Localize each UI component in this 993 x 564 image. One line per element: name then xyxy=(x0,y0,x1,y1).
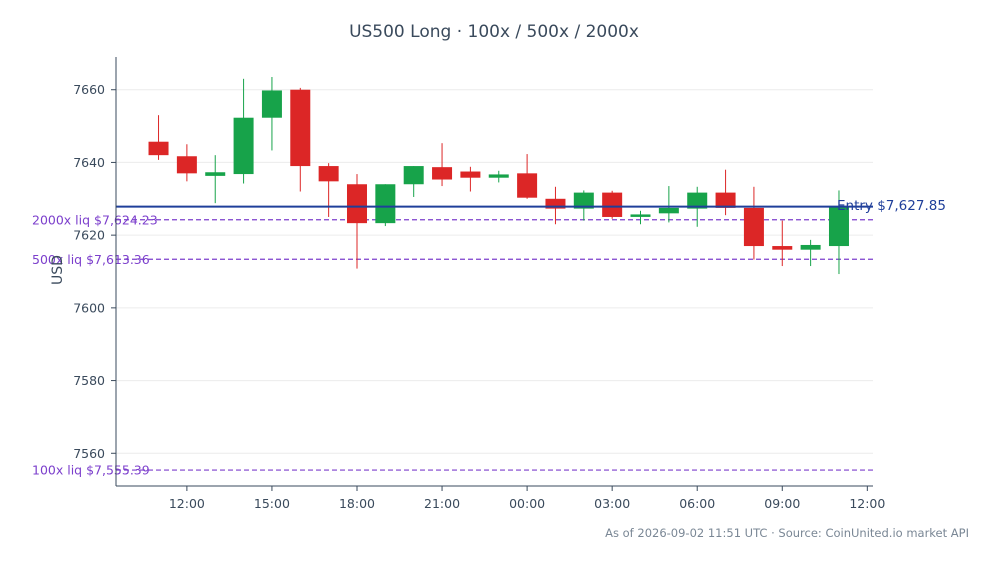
liquidation-label: 2000x liq $7,624.23 xyxy=(32,212,158,227)
footer-source: As of 2026-09-02 11:51 UTC · Source: Coi… xyxy=(605,526,969,540)
x-tick-label: 18:00 xyxy=(339,496,375,511)
entry-line-group: Entry $7,627.85 xyxy=(116,198,946,214)
x-tick-label: 21:00 xyxy=(424,496,460,511)
y-tick-label: 7560 xyxy=(73,446,105,461)
candle-body-down xyxy=(517,173,538,198)
y-tick-label: 7660 xyxy=(73,82,105,97)
x-tick-label: 12:00 xyxy=(849,496,885,511)
candle-body-up xyxy=(205,172,226,176)
candle-body-up xyxy=(403,166,424,185)
x-tick-label: 12:00 xyxy=(169,496,205,511)
candle-body-up xyxy=(488,174,509,178)
liquidation-label: 100x liq $7,555.39 xyxy=(32,463,150,478)
candle-body-down xyxy=(743,207,764,247)
candle-body-down xyxy=(176,156,197,174)
candle-body-up xyxy=(375,184,396,224)
candle-body-down xyxy=(346,184,367,224)
y-axis-label: USD xyxy=(50,255,66,285)
candle-body-up xyxy=(630,214,651,217)
candle-body-up xyxy=(233,117,254,175)
candle-body-down xyxy=(318,166,339,182)
candle-body-down xyxy=(148,141,169,156)
candle-body-down xyxy=(772,246,793,250)
x-ticks: 12:00 15:00 18:00 21:00 00:00 03:00 06:00 09:00… xyxy=(169,486,885,511)
y-ticks: 7560 7580 7600 7620 7640 7660 xyxy=(73,82,116,461)
candle-body-down xyxy=(602,192,623,217)
candle-body-up xyxy=(261,90,282,118)
candle-body-down xyxy=(545,198,566,209)
axes xyxy=(115,57,873,487)
x-tick-label: 09:00 xyxy=(764,496,800,511)
y-tick-label: 7620 xyxy=(73,228,105,243)
candle-body-down xyxy=(715,192,736,208)
candle-body-up xyxy=(800,244,821,250)
candle-body-up xyxy=(658,207,679,214)
candle-body-down xyxy=(290,89,311,167)
candle-body-up xyxy=(828,206,849,247)
liquidation-label: 500x liq $7,613.36 xyxy=(32,252,150,267)
chart-title: US500 Long · 100x / 500x / 2000x xyxy=(349,22,639,42)
liquidation-lines: 2000x liq $7,624.23 500x liq $7,613.36 100… xyxy=(32,212,873,478)
grid-lines xyxy=(116,89,873,454)
x-tick-label: 15:00 xyxy=(254,496,290,511)
candle-body-down xyxy=(432,167,453,180)
x-tick-label: 06:00 xyxy=(679,496,715,511)
candle-body-up xyxy=(573,192,594,209)
y-tick-label: 7600 xyxy=(73,300,105,315)
candle-body-up xyxy=(687,192,708,209)
y-tick-label: 7640 xyxy=(73,155,105,170)
candles xyxy=(148,76,849,275)
y-tick-label: 7580 xyxy=(73,373,105,388)
candle-body-down xyxy=(460,171,481,178)
x-tick-label: 03:00 xyxy=(594,496,630,511)
entry-label: Entry $7,627.85 xyxy=(837,198,946,214)
x-tick-label: 00:00 xyxy=(509,496,545,511)
